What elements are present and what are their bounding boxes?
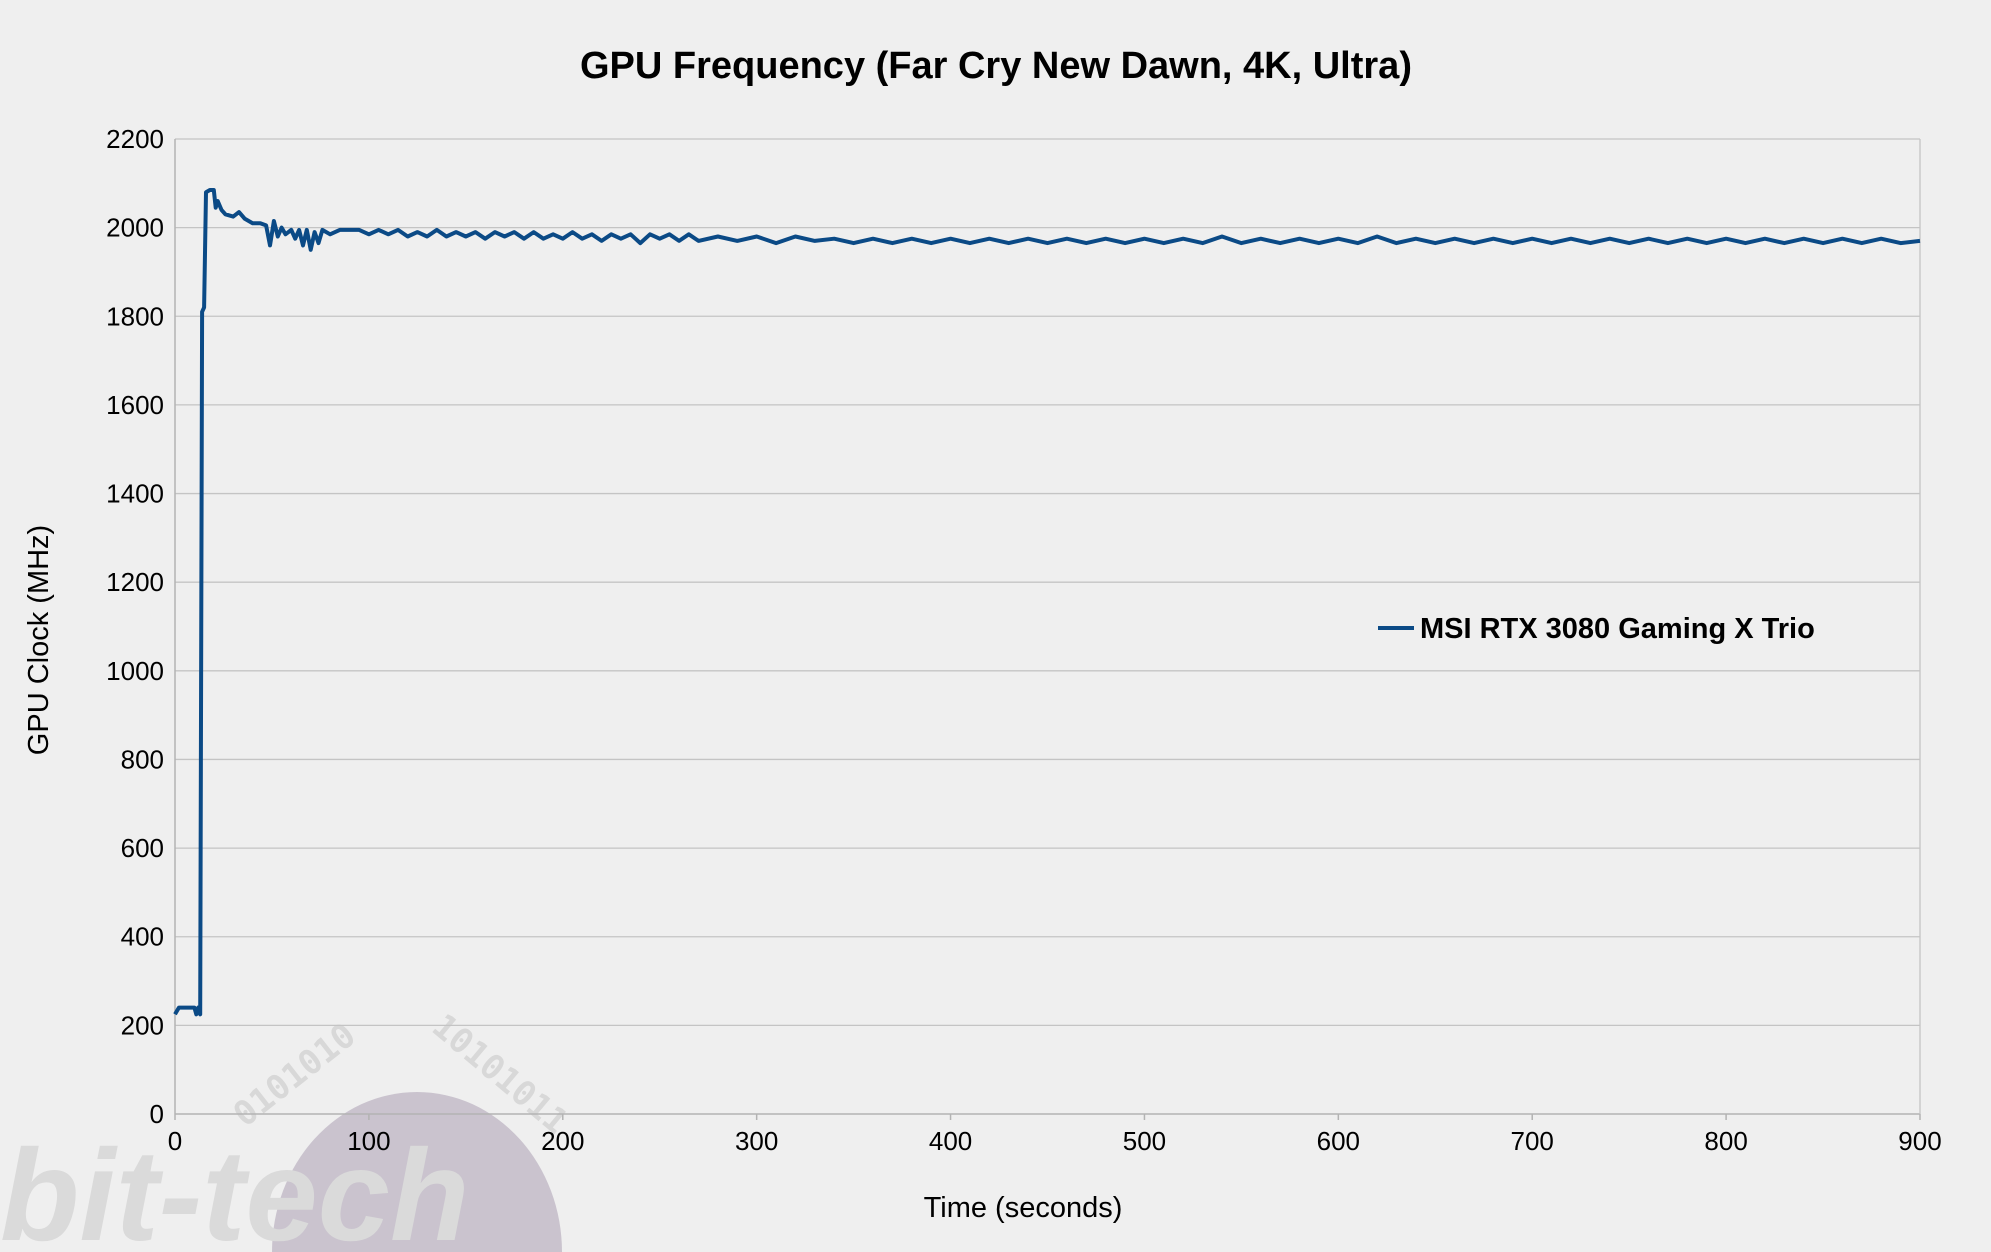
x-tick-label: 100 [347, 1126, 390, 1156]
y-tick-label: 1800 [106, 301, 164, 331]
y-tick-label: 1200 [106, 567, 164, 597]
x-tick-label: 700 [1511, 1126, 1554, 1156]
y-tick-labels: 0 200 400 600 800 1000 1200 1400 1600 1800 2000 220… [106, 124, 164, 1129]
y-tick-label: 200 [121, 1010, 164, 1040]
legend: MSI RTX 3080 Gaming X Trio [1378, 613, 1815, 645]
axes [174, 139, 1921, 1120]
y-tick-label: 0 [150, 1099, 164, 1129]
series-line-msi-rtx-3080-gaming-x-trio [173, 188, 1921, 1017]
x-tick-label: 500 [1123, 1126, 1166, 1156]
x-tick-label: 200 [541, 1126, 584, 1156]
y-tick-label: 1600 [106, 390, 164, 420]
bit-tech-watermark: 0101010 10101011 bit-tech [0, 1006, 575, 1252]
y-axis-label: GPU Clock (MHz) [23, 525, 55, 755]
y-tick-label: 2000 [106, 213, 164, 243]
y-tick-label: 2200 [106, 124, 164, 154]
y-tick-label: 1400 [106, 479, 164, 509]
legend-label: MSI RTX 3080 Gaming X Trio [1420, 613, 1815, 645]
series-group [173, 188, 1921, 1017]
watermark-logo-text: bit-tech [0, 1122, 469, 1252]
watermark-dome-shape [272, 1092, 562, 1252]
y-tick-label: 1000 [106, 656, 164, 686]
y-tick-label: 400 [121, 922, 164, 952]
x-tick-label: 800 [1704, 1126, 1747, 1156]
grid-lines [175, 138, 1920, 1027]
y-tick-label: 800 [121, 744, 164, 774]
x-tick-label: 300 [735, 1126, 778, 1156]
x-tick-labels: 0 100 200 300 400 500 600 700 800 900 [168, 1126, 1942, 1156]
chart-title: GPU Frequency (Far Cry New Dawn, 4K, Ult… [580, 45, 1412, 87]
x-tick-label: 400 [929, 1126, 972, 1156]
x-tick-label: 0 [168, 1126, 182, 1156]
y-tick-label: 600 [121, 833, 164, 863]
x-tick-label: 900 [1898, 1126, 1941, 1156]
x-tick-label: 600 [1317, 1126, 1360, 1156]
x-axis-label: Time (seconds) [924, 1192, 1123, 1224]
